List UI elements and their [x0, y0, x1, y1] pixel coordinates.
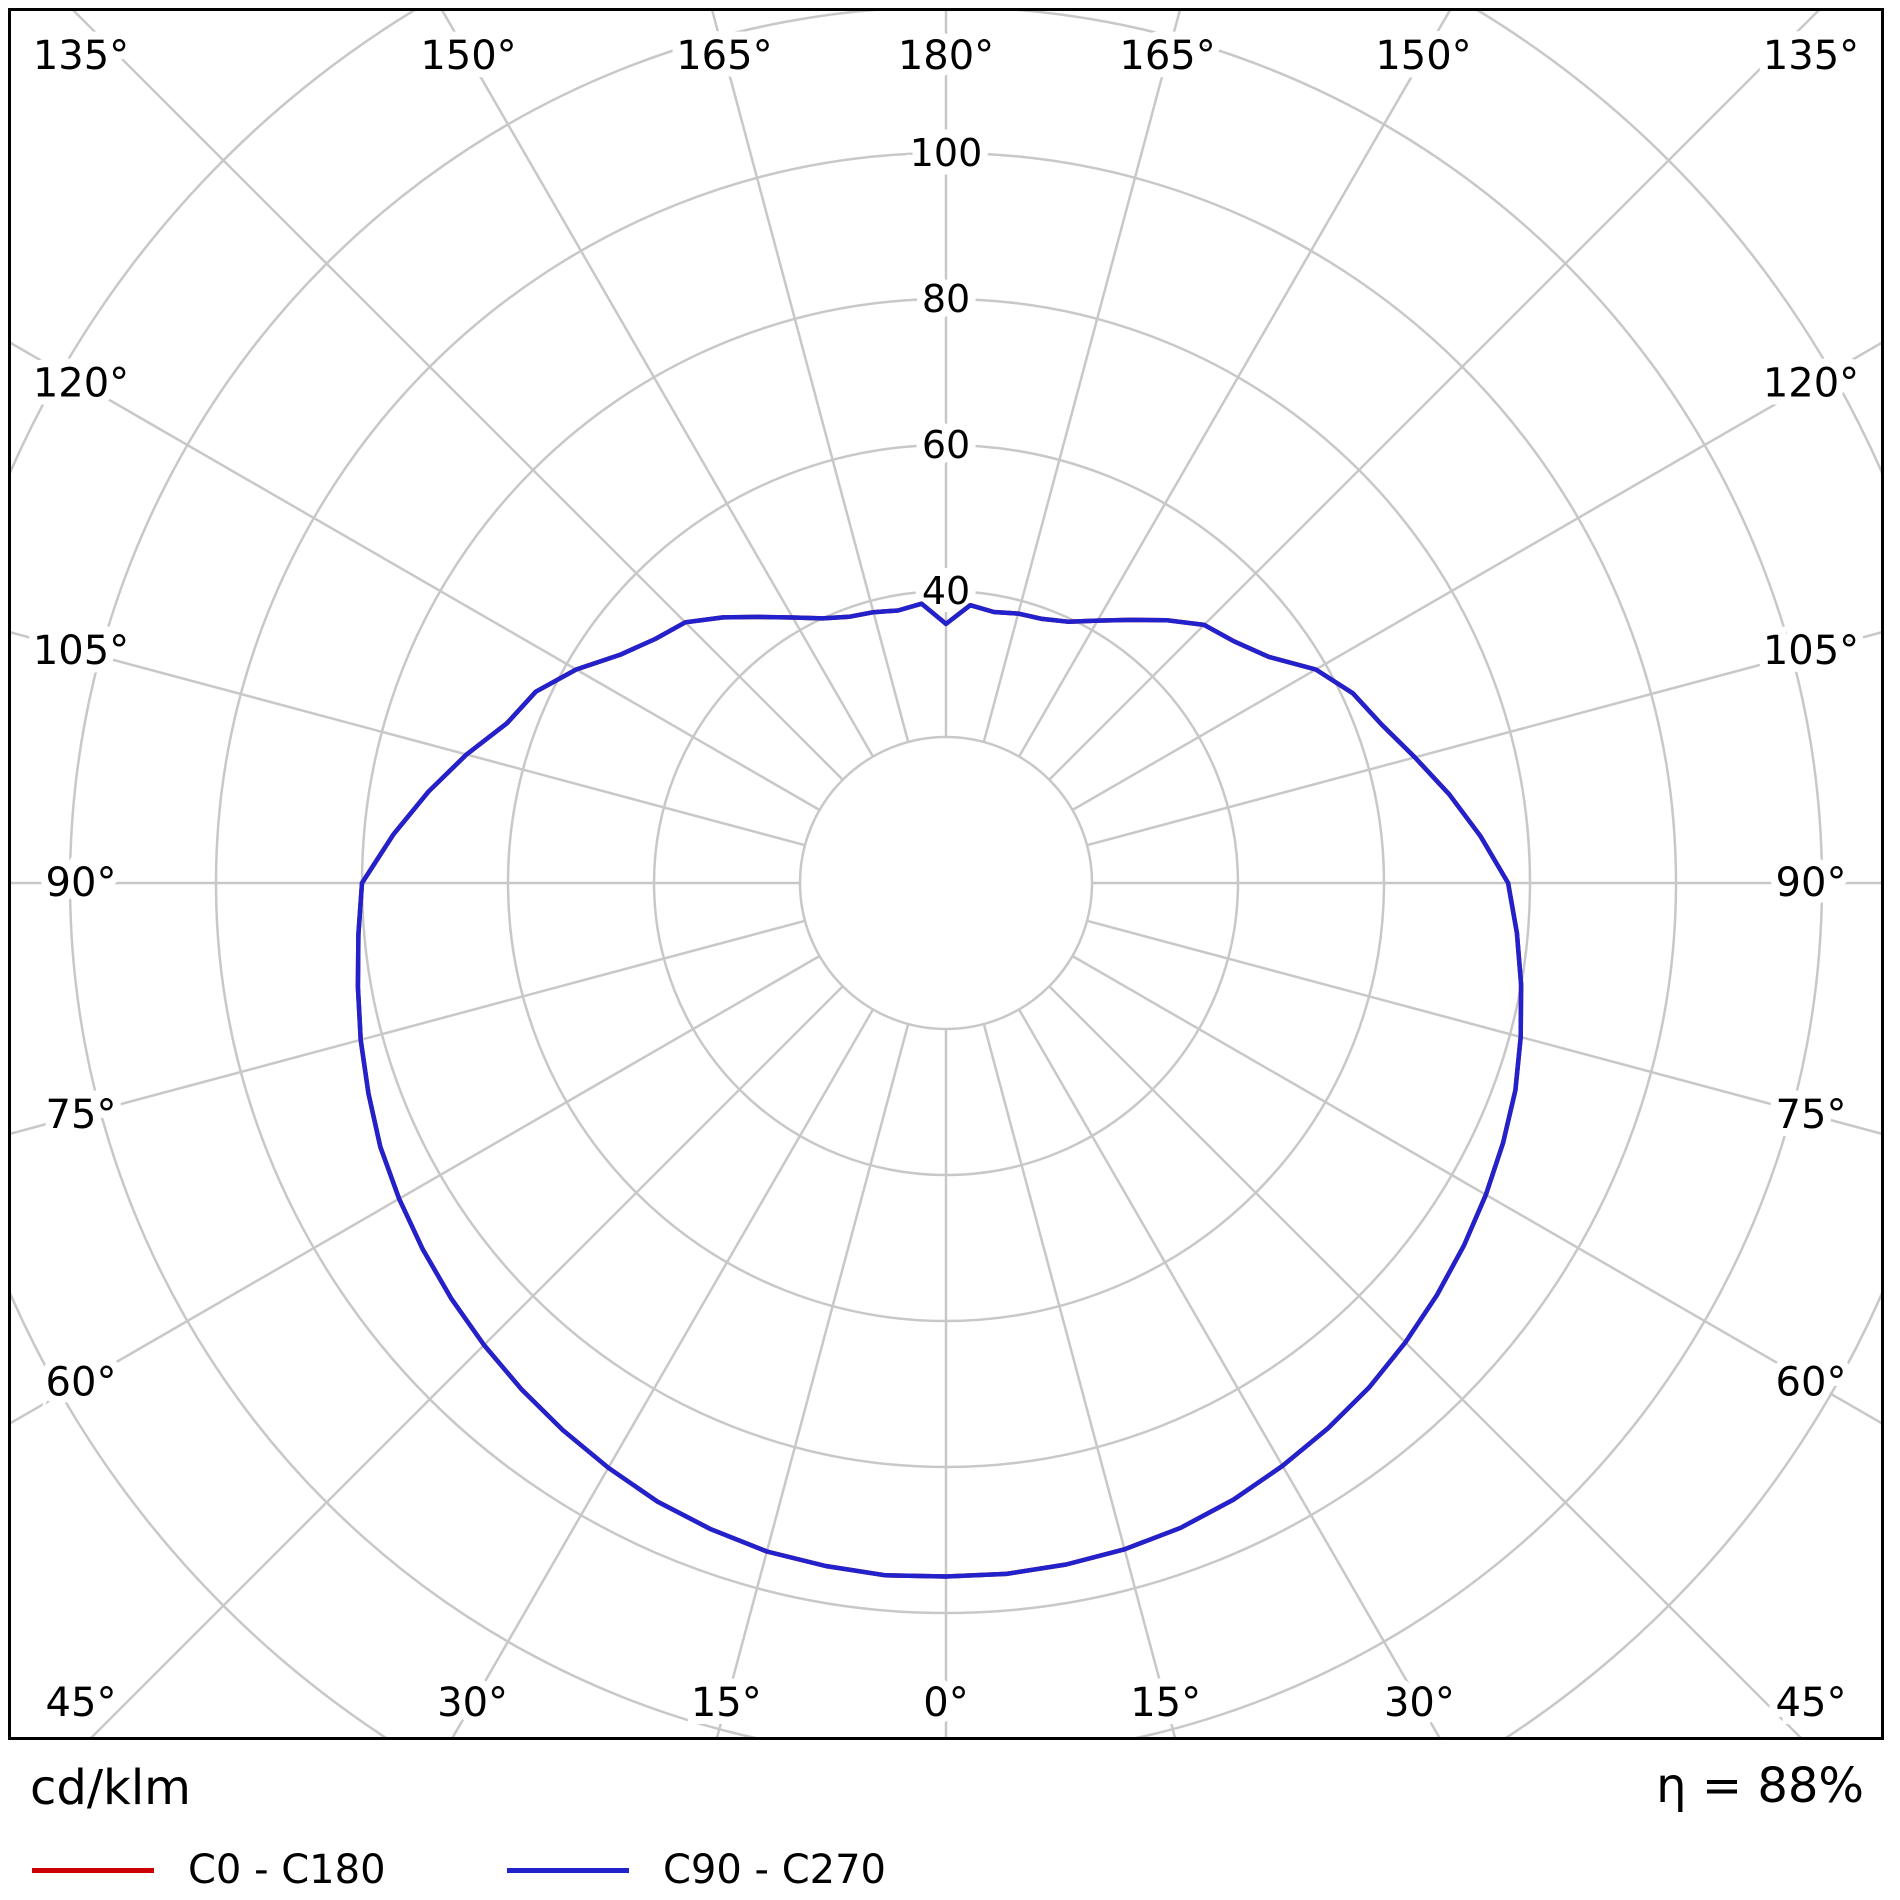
angle-tick-label: 75° — [1776, 1092, 1847, 1138]
angle-tick-label: 30° — [1384, 1680, 1455, 1726]
legend-label-c90-c270: C90 - C270 — [663, 1847, 886, 1893]
legend-item-c90-c270: C90 - C270 — [507, 1844, 886, 1896]
legend-line-blue — [507, 1867, 629, 1873]
angle-tick-label: 45° — [1776, 1680, 1847, 1726]
curve-c90-c270 — [355, 601, 1524, 1579]
legend-line-red — [32, 1867, 154, 1873]
legend: C0 - C180 C90 - C270 — [0, 1844, 1900, 1896]
angle-tick-label: 120° — [1763, 361, 1859, 407]
legend-label-c0-c180: C0 - C180 — [188, 1847, 386, 1893]
angle-tick-label: 90° — [46, 860, 117, 906]
angle-tick-label: 75° — [46, 1092, 117, 1138]
angle-tick-label: 15° — [691, 1680, 762, 1726]
angle-tick-label: 15° — [1130, 1680, 1201, 1726]
angle-tick-label: 120° — [33, 361, 129, 407]
angle-tick-label: 30° — [437, 1680, 508, 1726]
radial-tick-label: 80 — [922, 277, 970, 321]
angle-tick-label: 135° — [33, 33, 129, 79]
radial-tick-label: 100 — [910, 131, 983, 175]
angle-tick-label: 0° — [923, 1680, 968, 1726]
angle-tick-label: 150° — [420, 33, 516, 79]
angle-tick-label: 165° — [676, 33, 772, 79]
radial-tick-label: 40 — [922, 569, 970, 613]
polar-plot-frame: 40 60 80 100 0° 15° 15° 30° 30° 45° 45° 60° 60° 75° 75… — [8, 8, 1884, 1740]
angle-tick-label: 90° — [1776, 860, 1847, 906]
angle-tick-label: 135° — [1763, 33, 1859, 79]
angle-tick-label: 45° — [46, 1680, 117, 1726]
angle-tick-label: 150° — [1375, 33, 1471, 79]
efficiency-value: η = 88% — [1656, 1758, 1864, 1814]
radial-tick-label: 60 — [922, 423, 970, 467]
angle-tick-label: 60° — [1776, 1359, 1847, 1405]
angle-tick-label: 105° — [1763, 628, 1859, 674]
angle-tick-label: 105° — [33, 628, 129, 674]
angle-tick-label: 60° — [46, 1359, 117, 1405]
photometric-polar-chart: 40 60 80 100 0° 15° 15° 30° 30° 45° 45° 60° 60° 75° 75… — [11, 11, 1881, 1737]
curve-c0-c180 — [355, 601, 1524, 1579]
legend-item-c0-c180: C0 - C180 — [32, 1844, 386, 1896]
angle-tick-label: 180° — [898, 33, 994, 79]
angle-tick-label: 165° — [1119, 33, 1215, 79]
unit-label: cd/klm — [30, 1760, 191, 1816]
